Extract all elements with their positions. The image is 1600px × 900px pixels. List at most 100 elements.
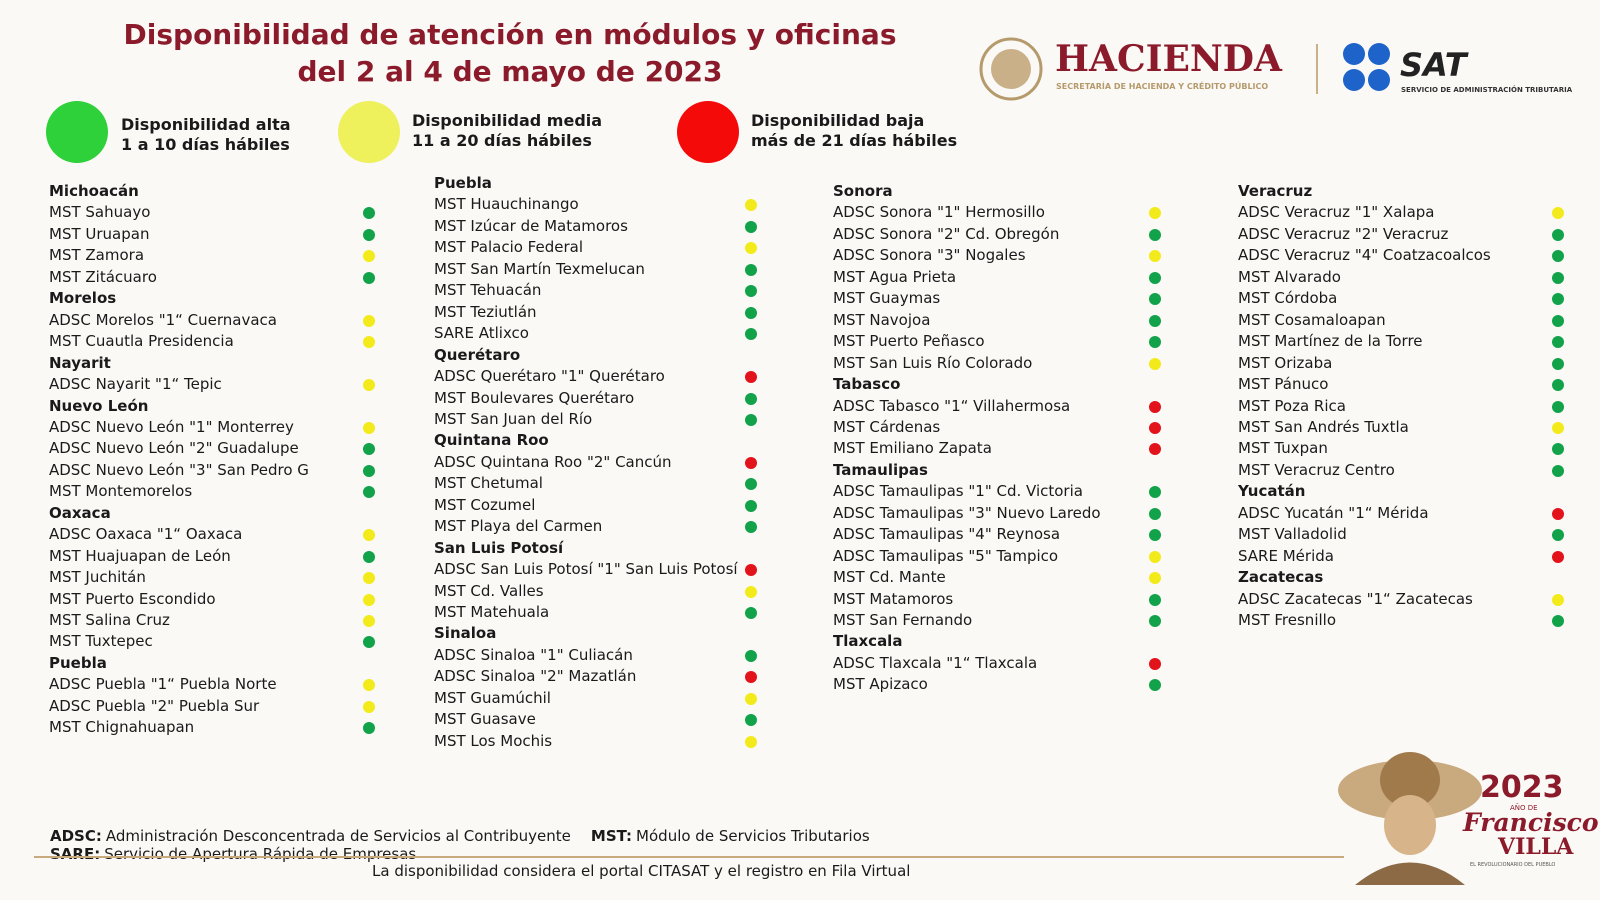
status-dot [745,714,757,727]
status-dot [363,336,375,349]
office-row: MST Agua Prieta [833,267,1163,288]
status-dot [363,615,375,627]
office-name: ADSC Puebla "1“ Puebla Norte [49,675,277,694]
office-name: ADSC Morelos "1“ Cuernavaca [49,310,277,329]
office-name: ADSC Nuevo León "3" San Pedro G [49,460,309,479]
office-row: ADSC Zacatecas "1“ Zacatecas [1238,589,1568,610]
office-row: MST Matehuala [434,602,764,623]
office-name: MST Valladolid [1238,525,1347,544]
office-name: MST Apizaco [833,675,928,694]
office-row: ADSC Oaxaca "1“ Oaxaca [49,524,379,545]
office-row: MST Los Mochis [434,731,764,752]
status-dot [1149,529,1161,542]
office-row: MST Pánuco [1238,374,1568,395]
status-dot [745,328,757,341]
office-row: ADSC Sonora "1" Hermosillo [833,202,1163,223]
office-name: ADSC Tamaulipas "1" Cd. Victoria [833,482,1083,501]
status-dot [1149,271,1161,284]
abbreviation-key: ADSC: [50,827,102,845]
office-name: MST San Luis Río Colorado [833,353,1033,372]
badge-name: Francisco [1463,808,1599,837]
state-heading: Puebla [49,653,107,672]
office-row: SARE Atlixco [434,323,764,344]
status-dot [1552,464,1564,477]
status-dot [363,421,375,434]
office-row: MST Huajuapan de León [49,546,379,567]
office-name: SARE Mérida [1238,546,1334,565]
status-dot [1149,679,1161,692]
office-row: MST Emiliano Zapata [833,438,1163,459]
office-row: MST San Juan del Río [434,409,764,430]
office-name: ADSC Tamaulipas "3" Nuevo Laredo [833,503,1101,522]
state-heading: Puebla [434,174,492,192]
status-dot [1149,250,1161,263]
state-heading: Sinaloa [434,624,497,643]
status-dot [363,593,375,606]
status-dot [745,649,757,662]
office-name: ADSC Veracruz "2" Veracruz [1238,224,1449,243]
office-row: ADSC Veracruz "4" Coatzacoalcos [1238,245,1568,266]
villa-portrait [1338,752,1482,885]
emblem [979,37,1043,101]
office-row: ADSC Tamaulipas "4" Reynosa [833,524,1163,545]
status-dot [363,228,375,241]
status-dot [1552,421,1564,434]
office-name: MST Guasave [434,710,536,729]
office-row: MST Cuautla Presidencia [49,331,379,352]
status-dot [745,671,757,684]
office-row: MST Navojoa [833,310,1163,331]
office-name: MST San Andrés Tuxtla [1238,417,1409,436]
office-row: ADSC Nuevo León "1" Monterrey [49,417,379,438]
office-name: MST Cozumel [434,495,536,514]
office-row: MST Cárdenas [833,417,1163,438]
status-dot [1552,443,1564,456]
office-row: MST San Andrés Tuxtla [1238,417,1568,438]
office-row: ADSC Sinaloa "1" Culiacán [434,645,764,666]
state-heading: Tlaxcala [833,632,903,651]
office-name: ADSC Tamaulipas "5" Tampico [833,546,1059,565]
status-dot [363,250,375,263]
office-name: MST Córdoba [1238,289,1338,308]
office-name: MST Chignahuapan [49,718,195,737]
state-heading: San Luis Potosí [434,538,564,557]
office-row: ADSC Puebla "1“ Puebla Norte [49,674,379,695]
office-name: MST Huauchinango [434,195,579,214]
office-name: ADSC Nuevo León "1" Monterrey [49,417,294,436]
office-name: ADSC Tlaxcala "1“ Tlaxcala [833,653,1038,672]
office-row: MST Huauchinango [434,194,764,215]
hacienda-logo: HACIENDA [1055,38,1282,80]
status-dot [745,242,757,255]
office-row: MST Cosamaloapan [1238,310,1568,331]
office-name: MST Playa del Carmen [434,517,603,536]
office-row: MST Guaymas [833,288,1163,309]
office-row: MST Tehuacán [434,280,764,301]
state-heading: Veracruz [1238,182,1313,200]
office-name: ADSC Quintana Roo "2" Cancún [434,452,672,471]
office-name: ADSC Sonora "2" Cd. Obregón [833,224,1060,243]
status-dot [1149,572,1161,585]
office-name: MST Matehuala [434,603,550,621]
status-dot [745,371,757,384]
hacienda-sub: SECRETARÍA DE HACIENDA Y CRÉDITO PÚBLICO [1056,82,1269,91]
status-dot [745,607,757,619]
office-row: MST Zitácuaro [49,267,379,288]
status-dot [1552,250,1564,263]
status-dot [1552,314,1564,327]
office-row: MST Puerto Peñasco [833,331,1163,352]
office-row: MST Tuxtepec [49,631,379,652]
office-name: MST Guamúchil [434,688,551,707]
legend-swatch [677,101,739,163]
office-name: MST Cárdenas [833,417,941,436]
status-dot [363,700,375,713]
abbreviations: ADSC: Administración Desconcentrada de Se… [50,827,1270,863]
status-dot [745,220,757,233]
office-name: ADSC Puebla "2" Puebla Sur [49,696,260,715]
status-dot [363,464,375,477]
office-row: MST Valladolid [1238,524,1568,545]
office-row: MST Chetumal [434,473,764,494]
status-dot [1149,207,1161,220]
office-row: MST Cozumel [434,495,764,516]
status-dot [1149,550,1161,563]
office-name: MST Navojoa [833,310,931,329]
